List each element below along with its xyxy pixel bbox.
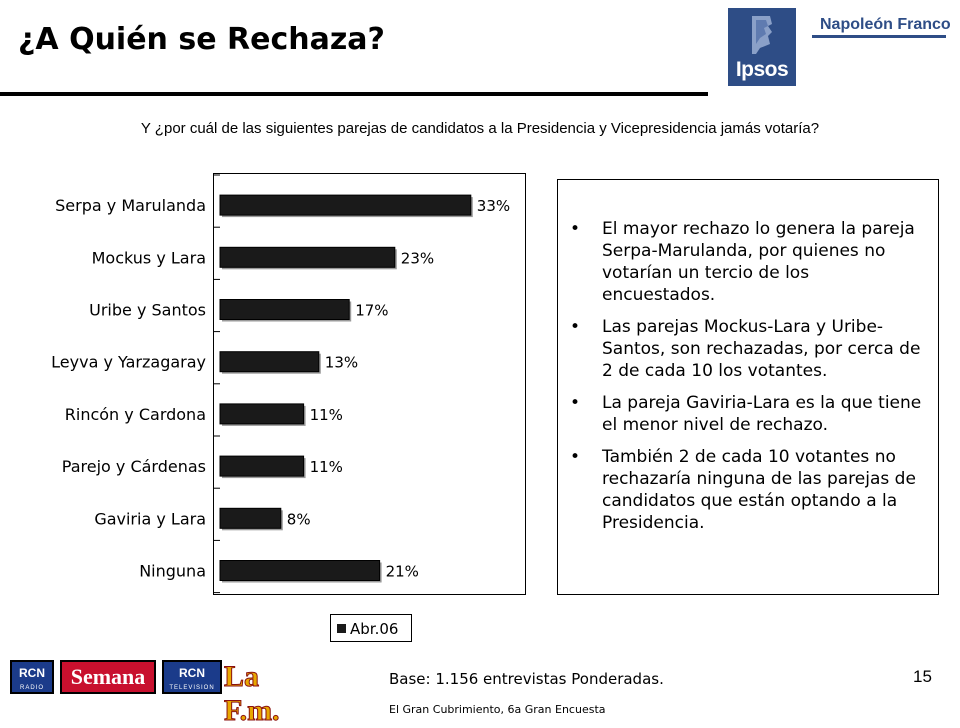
bullet-icon: • [570, 317, 581, 337]
bullet-icon: • [570, 447, 581, 467]
semana-logo: Semana [60, 660, 156, 694]
chart-legend: Abr.06 [330, 614, 412, 642]
bar-gaviria-y-lara [219, 507, 282, 529]
rcn-radio-logo: RCN RADIO [10, 660, 54, 694]
bar-ninguna [219, 560, 381, 581]
category-label: Serpa y Marulanda [55, 196, 206, 215]
rcn-tv-logo: RCN TELEVISION [162, 660, 222, 694]
rcn-tv-mark: RCN [179, 666, 205, 680]
data-label: 23% [401, 249, 434, 267]
bar-uribe-y-santos [219, 299, 350, 320]
category-label: Mockus y Lara [92, 248, 206, 267]
findings-box: • El mayor rechazo lo genera la pareja Se… [557, 179, 939, 595]
legend-label: Abr.06 [350, 620, 399, 638]
data-label: 13% [325, 354, 358, 372]
data-label: 8% [287, 510, 311, 528]
category-label: Ninguna [139, 562, 206, 581]
slide-title: ¿A Quién se Rechaza? [18, 22, 385, 57]
rcn-radio-sub: RADIO [19, 685, 44, 691]
category-label: Parejo y Cárdenas [62, 457, 206, 476]
category-label: Rincón y Cardona [65, 405, 206, 424]
category-label: Leyva y Yarzagaray [51, 353, 206, 372]
finding-item: • También 2 de cada 10 votantes no rechaz… [566, 446, 926, 534]
ipsos-logo: Ipsos [728, 8, 796, 86]
finding-text: La pareja Gaviria-Lara es la que tiene e… [602, 393, 922, 435]
bar-rincón-y-cardona [219, 403, 305, 425]
data-label: 11% [310, 458, 343, 476]
chart-plot-frame [213, 173, 526, 595]
finding-text: El mayor rechazo lo genera la pareja Ser… [602, 219, 915, 305]
source-note: El Gran Cubrimiento, 6a Gran Encuesta [389, 703, 606, 716]
rejection-bar-chart: Serpa y Marulanda 33% Mockus y Lara 23% Urib… [51, 174, 510, 594]
bar-leyva-y-yarzagaray [219, 351, 320, 373]
finding-item: • La pareja Gaviria-Lara es la que tiene … [566, 392, 926, 436]
rcn-radio-mark: RCN [19, 666, 45, 680]
napoleon-franco-underline [812, 35, 946, 38]
rcn-tv-sub: TELEVISION [169, 685, 215, 691]
data-label: 11% [310, 406, 343, 424]
survey-question: Y ¿por cuál de las siguientes parejas de… [140, 120, 820, 137]
profile-icon [752, 16, 772, 54]
bar-mockus-y-lara [219, 246, 396, 268]
ipsos-wordmark: Ipsos [735, 58, 789, 81]
napoleon-franco-logo: Napoleón Franco [820, 16, 951, 33]
category-label: Uribe y Santos [89, 301, 206, 320]
data-label: 17% [355, 302, 388, 320]
bullet-icon: • [570, 219, 581, 239]
finding-item: • Las parejas Mockus-Lara y Uribe-Santos,… [566, 316, 926, 382]
data-label: 33% [477, 197, 510, 215]
bar-parejo-y-cárdenas [219, 455, 305, 477]
legend-swatch [337, 624, 346, 633]
data-label: 21% [386, 563, 419, 581]
finding-text: También 2 de cada 10 votantes no rechaza… [602, 447, 916, 533]
bullet-icon: • [570, 393, 581, 413]
lafm-logo: La F.m. [224, 660, 281, 728]
title-divider [0, 92, 708, 96]
finding-text: Las parejas Mockus-Lara y Uribe-Santos, … [602, 317, 921, 381]
page-number: 15 [913, 667, 932, 686]
bar-serpa-y-marulanda [219, 194, 472, 216]
category-label: Gaviria y Lara [94, 509, 206, 528]
sample-base: Base: 1.156 entrevistas Ponderadas. [389, 670, 664, 688]
finding-item: • El mayor rechazo lo genera la pareja Se… [566, 218, 926, 306]
